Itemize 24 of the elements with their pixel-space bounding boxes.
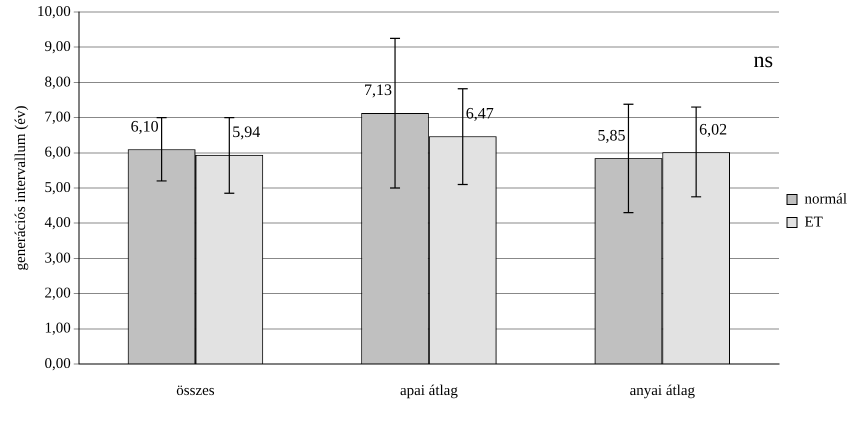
y-tick-label: 9,00 xyxy=(44,39,71,56)
y-tick-label: 3,00 xyxy=(44,250,71,266)
data-label: 6,02 xyxy=(699,121,728,138)
data-label: 6,10 xyxy=(130,118,159,136)
data-label: 7,13 xyxy=(364,82,392,100)
y-tick-label: 4,00 xyxy=(44,215,71,232)
y-axis-title: generációs intervallum (év) xyxy=(12,106,29,270)
annotation: ns xyxy=(753,47,774,72)
x-tick-label: apai átlag xyxy=(400,382,458,399)
legend-label: normál xyxy=(804,191,848,208)
y-tick-label: 2,00 xyxy=(44,286,71,302)
data-label: 6,47 xyxy=(466,105,494,122)
x-tick-label: összes xyxy=(176,382,215,399)
y-tick-label: 10,00 xyxy=(37,4,71,20)
y-tick-label: 8,00 xyxy=(44,74,71,90)
x-tick-label: anyai átlag xyxy=(630,382,696,399)
data-label: 5,94 xyxy=(232,124,260,142)
y-tick-label: 1,00 xyxy=(44,320,71,337)
y-tick-label: 6,00 xyxy=(44,144,71,161)
data-label: 5,85 xyxy=(597,127,626,144)
y-tick-label: 5,00 xyxy=(44,180,71,196)
legend-label: ET xyxy=(804,214,823,230)
y-tick-label: 7,00 xyxy=(44,110,71,126)
y-tick-label: 0,00 xyxy=(44,356,71,372)
